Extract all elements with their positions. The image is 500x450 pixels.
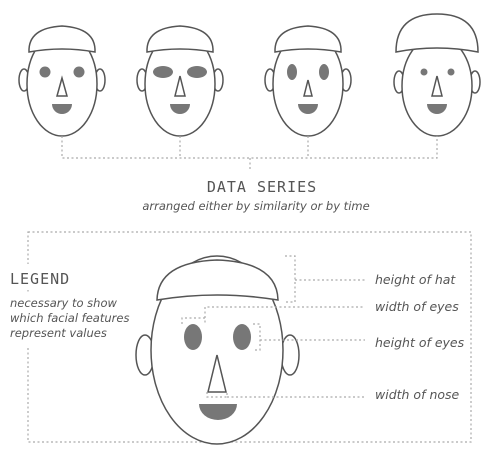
- legend-face-hat: [157, 260, 278, 300]
- legend-face-left-eye: [184, 324, 202, 350]
- series-bracket-line: [62, 136, 437, 158]
- face-3: [265, 26, 351, 136]
- face-2-hat: [147, 26, 213, 52]
- label-hat-height: height of hat: [375, 272, 456, 287]
- face-3-hat: [275, 26, 341, 52]
- face-4-right-eye: [448, 69, 455, 76]
- face-4-hat: [396, 14, 478, 52]
- face-1-hat: [29, 26, 95, 52]
- face-1-right-eye: [74, 67, 85, 78]
- data-series-subtitle: arranged either by similarity or by time: [142, 199, 369, 213]
- face-1-left-eye: [40, 67, 51, 78]
- legend-face-right-ear: [281, 335, 299, 375]
- face-3-right-eye: [319, 64, 329, 80]
- face-2: [137, 26, 223, 136]
- legend-description-line-2: which facial features: [10, 311, 129, 325]
- legend-description-line-3: represent values: [10, 326, 107, 340]
- series-bracket: [62, 136, 437, 170]
- face-2-right-eye: [187, 66, 207, 78]
- legend-title: LEGEND: [10, 270, 70, 288]
- face-4-left-eye: [421, 69, 428, 76]
- hat-height-bracket: [285, 256, 295, 302]
- label-eye-height: height of eyes: [375, 335, 465, 350]
- label-nose-width: width of nose: [375, 387, 460, 402]
- face-1: [19, 26, 105, 136]
- label-eye-width: width of eyes: [375, 299, 459, 314]
- face-3-left-eye: [287, 64, 297, 80]
- legend-description-line-1: necessary to show: [10, 296, 117, 310]
- data-series-title: DATA SERIES: [207, 178, 317, 196]
- legend-face: [136, 256, 299, 444]
- face-4: [394, 14, 480, 136]
- face-2-left-eye: [153, 66, 173, 78]
- legend-face-right-eye: [233, 324, 251, 350]
